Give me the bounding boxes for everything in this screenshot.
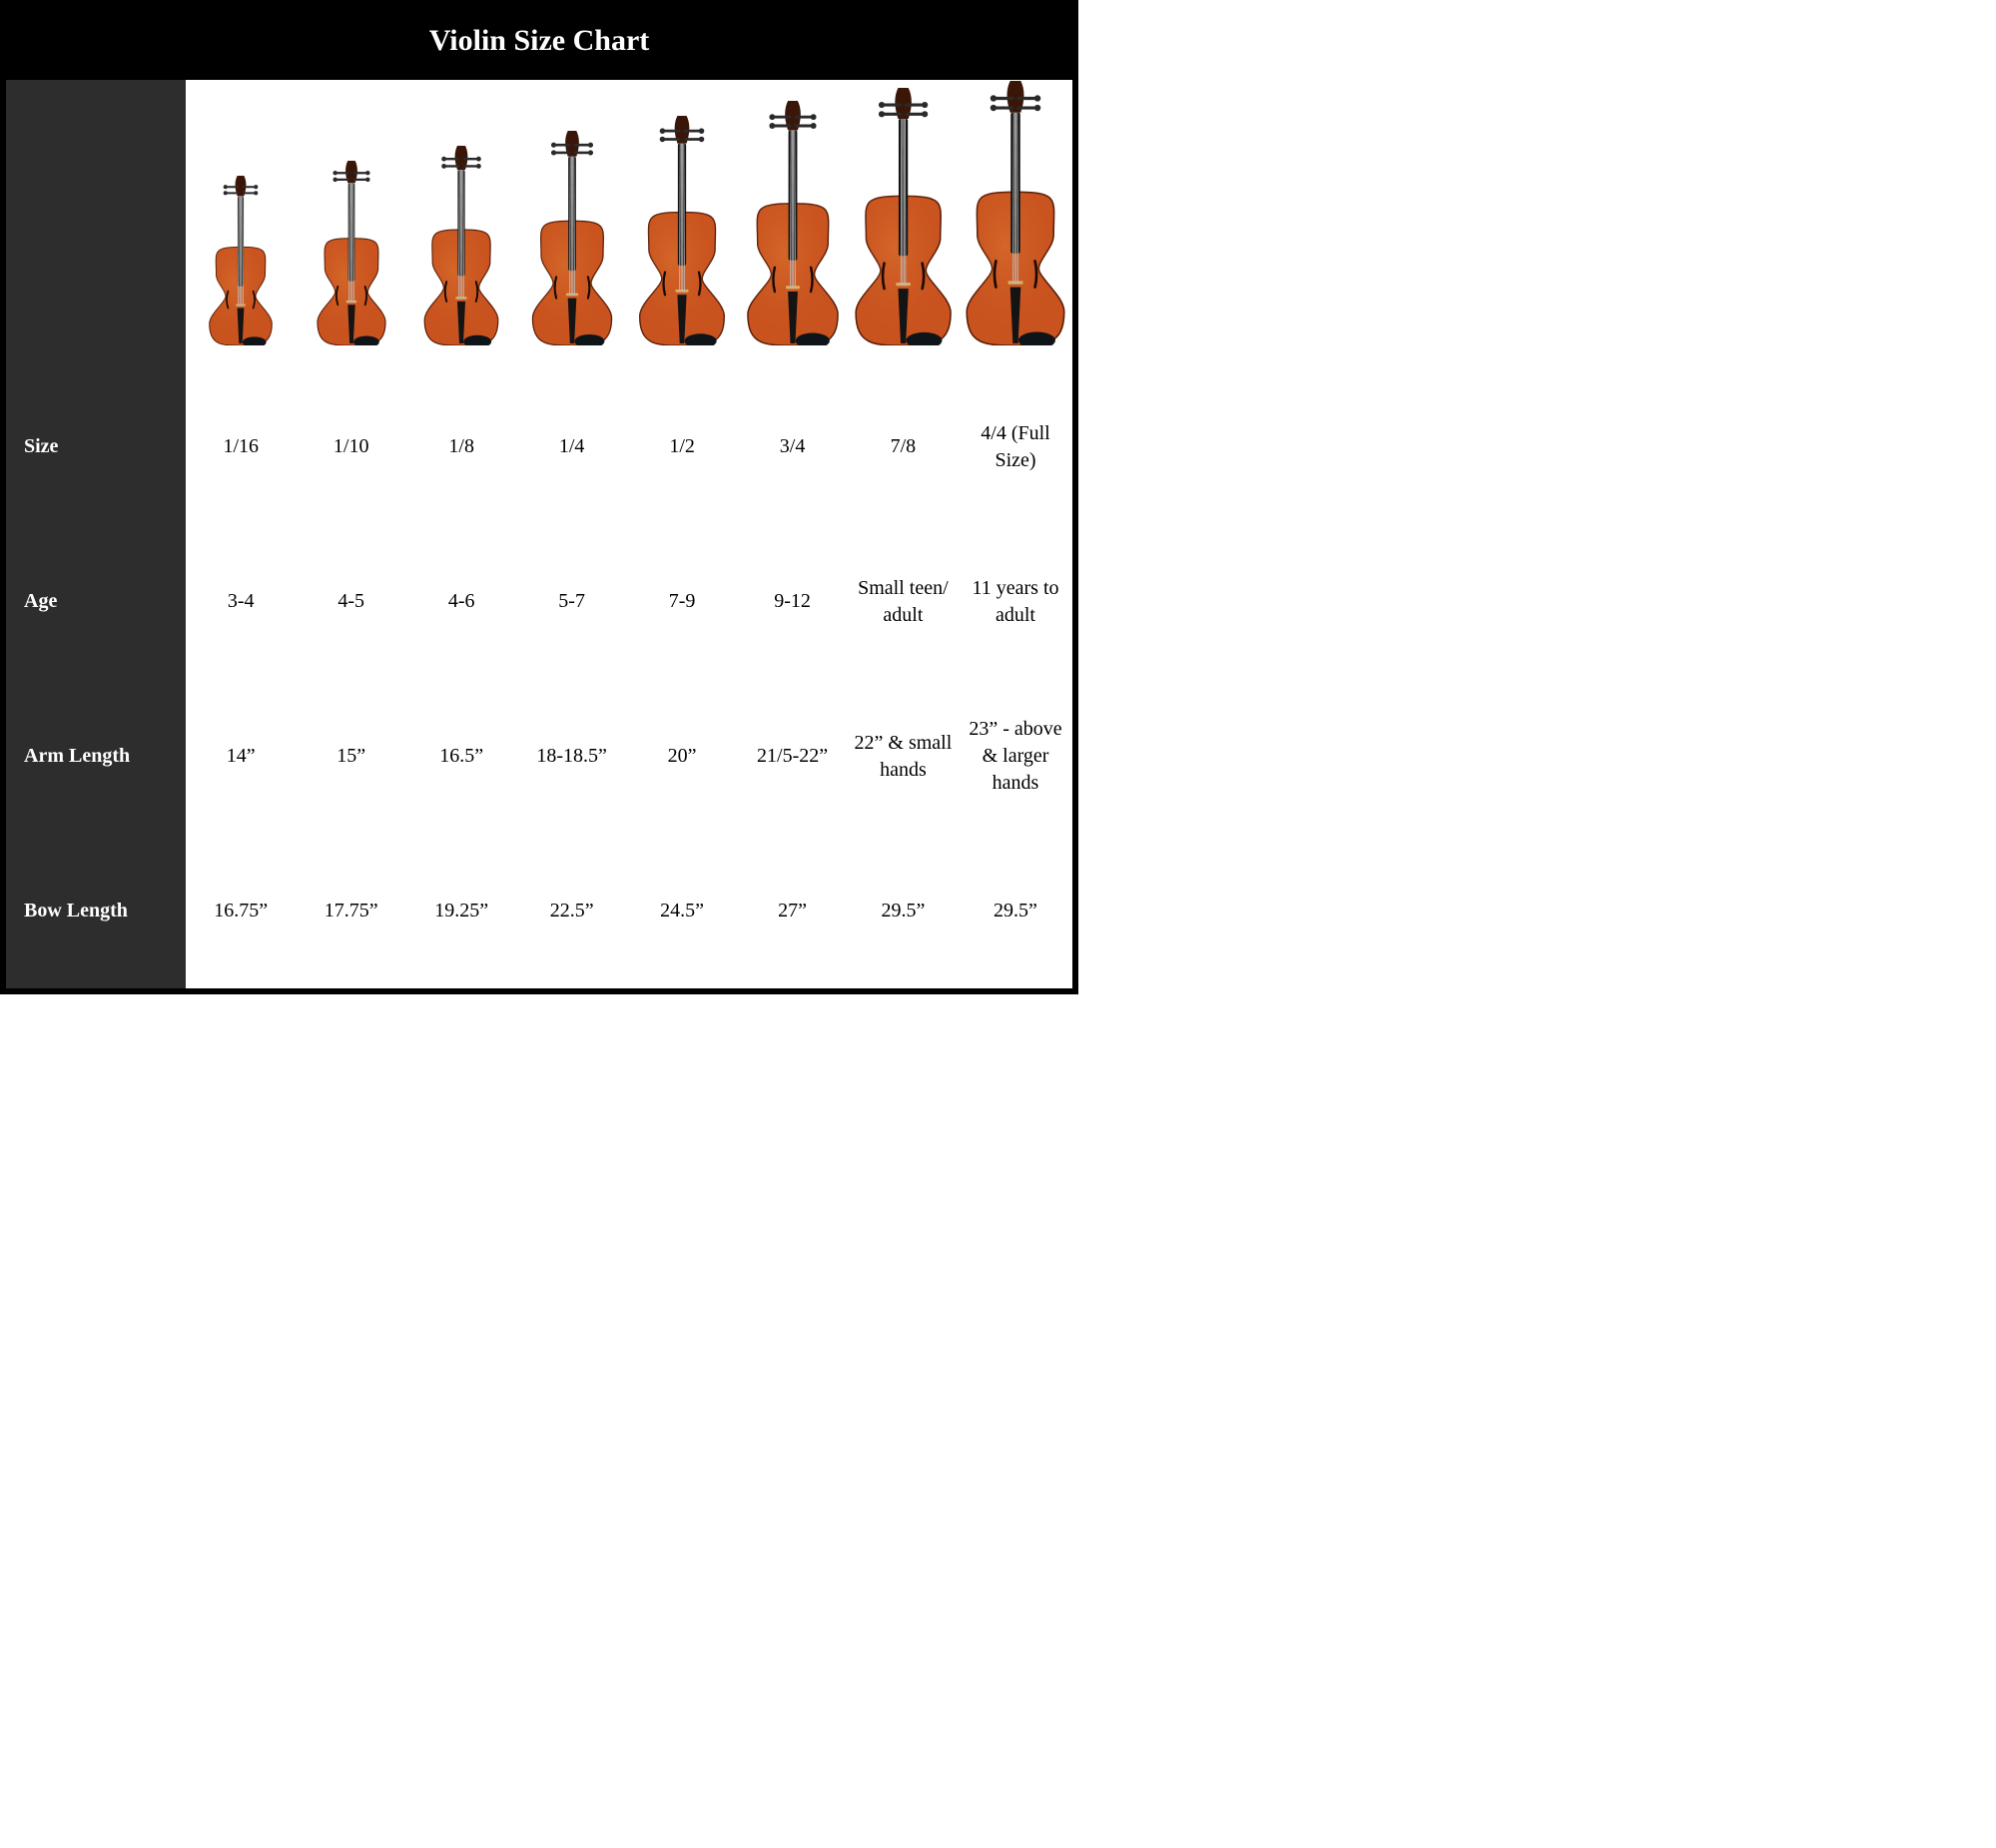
cell-bow: 22.5” bbox=[516, 834, 626, 988]
cell-size: 1/4 bbox=[516, 369, 626, 524]
violin-image bbox=[296, 80, 405, 369]
violin-image bbox=[627, 80, 737, 369]
cell-arm: 16.5” bbox=[406, 679, 516, 834]
cell-age: Small teen/ adult bbox=[848, 524, 959, 679]
violin-image bbox=[959, 80, 1072, 369]
cell-size: 3/4 bbox=[737, 369, 847, 524]
cell-arm: 22” & small hands bbox=[848, 679, 959, 834]
cell-arm: 18-18.5” bbox=[516, 679, 626, 834]
row-header-bow: Bow Length bbox=[6, 834, 186, 988]
cell-size: 1/2 bbox=[627, 369, 737, 524]
cell-age: 4-6 bbox=[406, 524, 516, 679]
cell-size: 1/16 bbox=[186, 369, 296, 524]
violin-size-chart: Violin Size Chart bbox=[0, 0, 1078, 994]
cell-bow: 16.75” bbox=[186, 834, 296, 988]
cell-arm: 21/5-22” bbox=[737, 679, 847, 834]
violin-image bbox=[848, 80, 959, 369]
chart-title: Violin Size Chart bbox=[6, 6, 1072, 80]
violin-image bbox=[186, 80, 296, 369]
cell-age: 3-4 bbox=[186, 524, 296, 679]
cell-size: 1/8 bbox=[406, 369, 516, 524]
cell-arm: 15” bbox=[296, 679, 405, 834]
cell-size: 1/10 bbox=[296, 369, 405, 524]
cell-bow: 19.25” bbox=[406, 834, 516, 988]
cell-bow: 27” bbox=[737, 834, 847, 988]
cell-age: 7-9 bbox=[627, 524, 737, 679]
row-header-images bbox=[6, 80, 186, 369]
violin-image bbox=[516, 80, 626, 369]
cell-arm: 20” bbox=[627, 679, 737, 834]
cell-age: 9-12 bbox=[737, 524, 847, 679]
cell-bow: 29.5” bbox=[848, 834, 959, 988]
row-header-arm: Arm Length bbox=[6, 679, 186, 834]
violin-image bbox=[406, 80, 516, 369]
row-header-size: Size bbox=[6, 369, 186, 524]
cell-age: 5-7 bbox=[516, 524, 626, 679]
cell-age: 4-5 bbox=[296, 524, 405, 679]
cell-size: 4/4 (Full Size) bbox=[959, 369, 1072, 524]
cell-bow: 29.5” bbox=[959, 834, 1072, 988]
cell-age: 11 years to adult bbox=[959, 524, 1072, 679]
cell-arm: 14” bbox=[186, 679, 296, 834]
row-header-age: Age bbox=[6, 524, 186, 679]
violin-image bbox=[737, 80, 847, 369]
cell-size: 7/8 bbox=[848, 369, 959, 524]
cell-bow: 24.5” bbox=[627, 834, 737, 988]
chart-grid: Size1/161/101/81/41/23/47/84/4 (Full Siz… bbox=[6, 80, 1072, 988]
cell-arm: 23” - above & larger hands bbox=[959, 679, 1072, 834]
cell-bow: 17.75” bbox=[296, 834, 405, 988]
